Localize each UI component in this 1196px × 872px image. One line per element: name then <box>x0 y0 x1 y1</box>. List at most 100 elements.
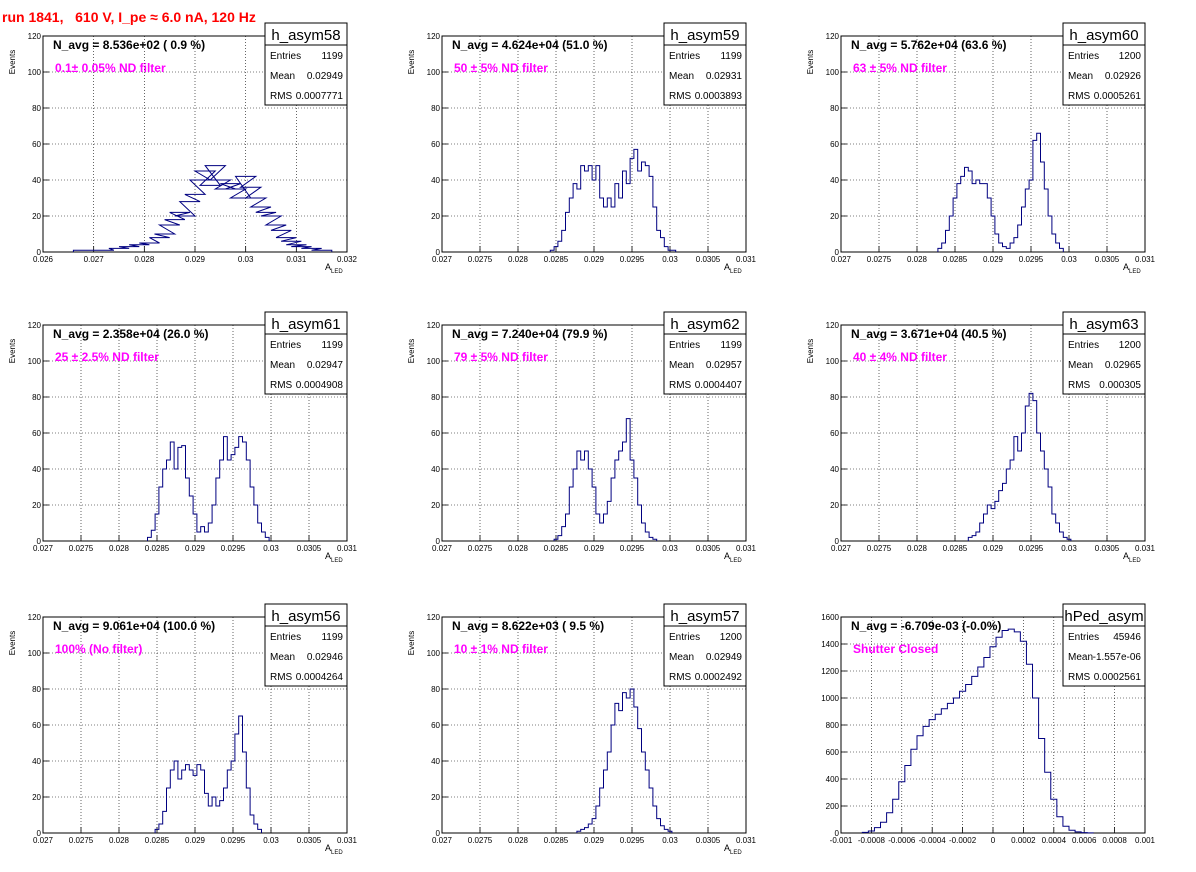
y-tick-label: 100 <box>427 357 441 366</box>
x-tick-label: 0.029 <box>983 255 1004 264</box>
y-tick-label: 0 <box>37 829 42 838</box>
x-tick-label: 0.029 <box>185 255 206 264</box>
histogram-panel-h_asym59: 0.027 0.0275 0.028 0.0285 0.029 0.0295 0.03 0.0… <box>407 22 757 275</box>
histogram-name: h_asym62 <box>670 316 739 333</box>
x-tick-label: 0.026 <box>33 255 54 264</box>
x-tick-label: 0.0305 <box>696 544 721 553</box>
stats-value: 0.02957 <box>706 360 743 371</box>
y-tick-label: 20 <box>830 212 839 221</box>
y-tick-label: 120 <box>826 32 840 41</box>
stats-box <box>264 333 348 395</box>
stats-value: 0.02926 <box>1105 71 1142 82</box>
stats-box <box>1062 333 1146 395</box>
y-tick-label: 100 <box>427 649 441 658</box>
y-tick-label: 80 <box>431 685 440 694</box>
histogram-panel-h_asym63: 0.027 0.0275 0.028 0.0285 0.029 0.0295 0.03 0.0… <box>806 311 1156 564</box>
x-tick-label: 0.028 <box>907 255 928 264</box>
histogram-name: hPed_asym <box>1064 608 1143 625</box>
x-tick-label: 0.031 <box>736 255 757 264</box>
histogram-series <box>147 436 270 541</box>
x-tick-label: 0.001 <box>1135 836 1156 845</box>
y-tick-label: 100 <box>28 649 42 658</box>
histogram-name: h_asym60 <box>1069 27 1138 44</box>
x-tick-label: 0.028 <box>109 544 130 553</box>
stats-value: 0.0004908 <box>296 380 344 391</box>
x-tick-label: 0.0285 <box>544 255 569 264</box>
filter-annotation: 50 ± 5% ND filter <box>454 61 548 75</box>
histogram-series <box>154 715 262 833</box>
y-tick-label: 60 <box>431 140 440 149</box>
x-tick-label: 0.0305 <box>696 255 721 264</box>
y-tick-label: 100 <box>28 357 42 366</box>
stats-value: 0.02947 <box>307 360 344 371</box>
x-tick-label: 0.03 <box>263 544 279 553</box>
y-tick-label: 0 <box>37 248 42 257</box>
y-tick-label: 0 <box>835 829 840 838</box>
stats-key: Mean <box>669 71 694 82</box>
stats-value: 0.0003893 <box>695 91 743 102</box>
stats-box <box>1062 44 1146 106</box>
x-tick-label: 0.029 <box>584 544 605 553</box>
y-tick-label: 40 <box>32 465 41 474</box>
x-tick-label: 0.03 <box>238 255 254 264</box>
stats-value: 0.0004407 <box>695 380 743 391</box>
stats-key: Mean <box>270 652 295 663</box>
x-tick-label: 0.031 <box>736 836 757 845</box>
stats-key: RMS <box>270 91 293 102</box>
stats-value: 0.02949 <box>706 652 743 663</box>
stats-value: 0.02949 <box>307 71 344 82</box>
x-tick-label: 0.032 <box>337 255 358 264</box>
navg-label: N_avg = 2.358e+04 (26.0 %) <box>53 327 208 341</box>
x-tick-label: 0.0275 <box>69 836 94 845</box>
stats-value: 0.0004264 <box>296 672 344 683</box>
x-tick-label: 0.0285 <box>943 255 968 264</box>
histogram-series <box>549 148 677 252</box>
x-tick-label: -0.0002 <box>949 836 977 845</box>
histogram-panel-h_asym57: 0.027 0.0275 0.028 0.0285 0.029 0.0295 0.03 0.0… <box>407 603 757 856</box>
x-tick-label: 0.0305 <box>297 544 322 553</box>
x-tick-label: 0.0285 <box>544 836 569 845</box>
x-tick-label: 0.0305 <box>1095 544 1120 553</box>
histogram-panel-h_asym56: 0.027 0.0275 0.028 0.0285 0.029 0.0295 0.03 0.0… <box>8 603 358 856</box>
y-tick-label: 120 <box>28 321 42 330</box>
stats-key: RMS <box>669 380 692 391</box>
y-tick-label: 600 <box>826 748 840 757</box>
y-tick-label: 40 <box>32 176 41 185</box>
stats-value: 0.0007771 <box>296 91 344 102</box>
stats-box <box>663 44 747 106</box>
x-tick-label: -0.0004 <box>919 836 947 845</box>
navg-label: N_avg = 9.061e+04 (100.0 %) <box>53 619 215 633</box>
stats-key: Entries <box>1068 632 1099 643</box>
navg-label: N_avg = -6.709e-03 (-0.0%) <box>851 619 1001 633</box>
x-tick-label: 0.0295 <box>620 544 645 553</box>
y-tick-label: 80 <box>32 104 41 113</box>
histogram-series <box>576 688 673 833</box>
stats-box <box>264 625 348 687</box>
filter-annotation: Shutter Closed <box>853 642 938 656</box>
stats-box <box>1062 625 1146 687</box>
stats-value: -1.557e-06 <box>1093 652 1142 663</box>
histogram-name: h_asym58 <box>271 27 340 44</box>
y-tick-label: 40 <box>431 757 440 766</box>
y-tick-label: 1600 <box>821 613 839 622</box>
histogram-series <box>861 628 1094 834</box>
y-tick-label: 120 <box>826 321 840 330</box>
histogram-panel-hPed_asym: -0.001 -0.0008 -0.0006 -0.0004 -0.0002 0 0.000… <box>821 603 1156 845</box>
stats-key: RMS <box>270 672 293 683</box>
stats-value: 0.0002492 <box>695 672 743 683</box>
x-tick-label: 0.031 <box>337 836 358 845</box>
y-tick-label: 80 <box>431 104 440 113</box>
stats-value: 0.0002561 <box>1094 672 1142 683</box>
y-tick-label: 200 <box>826 802 840 811</box>
x-tick-label: 0.031 <box>337 544 358 553</box>
x-tick-label: 0.0275 <box>867 255 892 264</box>
y-tick-label: 20 <box>32 501 41 510</box>
x-tick-label: 0.0295 <box>221 544 246 553</box>
y-tick-label: 80 <box>32 393 41 402</box>
x-tick-label: 0.0275 <box>867 544 892 553</box>
stats-key: Entries <box>1068 340 1099 351</box>
y-tick-label: 40 <box>32 757 41 766</box>
x-tick-label: 0.0295 <box>1019 544 1044 553</box>
filter-annotation: 10 ± 1% ND filter <box>454 642 548 656</box>
stats-key: RMS <box>1068 380 1091 391</box>
